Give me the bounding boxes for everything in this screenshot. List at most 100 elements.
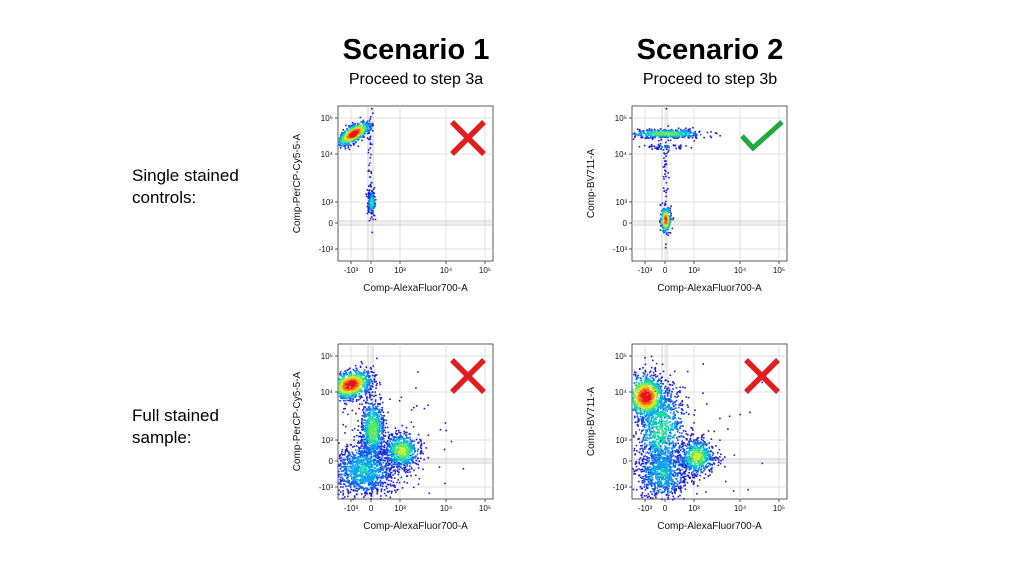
event-dot <box>378 441 380 444</box>
event-dot <box>398 439 400 442</box>
event-dot <box>358 373 361 376</box>
event-dot <box>351 140 354 143</box>
event-dot <box>382 420 385 423</box>
event-dot <box>401 424 403 427</box>
event-dot <box>340 391 343 394</box>
event-dot <box>662 175 665 178</box>
event-dot <box>361 403 363 405</box>
event-dot <box>344 463 346 465</box>
y-axis-title: Comp-PerCP-Cy5-5-A <box>292 371 303 471</box>
event-dot <box>415 387 417 389</box>
event-dot <box>368 164 370 167</box>
event-dot <box>347 368 350 371</box>
event-dot <box>370 460 373 463</box>
scenario-2-title: Scenario 2 <box>636 34 784 66</box>
event-dot <box>367 170 369 173</box>
event-dot <box>667 211 669 214</box>
event-dot <box>362 442 365 444</box>
event-dot <box>354 474 356 477</box>
event-dot <box>345 448 347 451</box>
event-dot <box>640 132 643 135</box>
event-dot <box>387 454 390 456</box>
event-dot <box>370 444 373 446</box>
event-dot <box>378 393 381 396</box>
event-dot <box>371 445 374 448</box>
event-dot <box>354 133 356 136</box>
event-dot <box>373 446 375 448</box>
event-dot <box>358 465 360 467</box>
event-dot <box>380 411 382 413</box>
event-dot <box>368 466 371 469</box>
event-dot <box>379 477 381 479</box>
event-dot <box>343 461 346 464</box>
event-dot <box>377 469 379 471</box>
event-dot <box>364 475 366 478</box>
event-dot <box>634 373 637 376</box>
event-dot <box>343 480 346 482</box>
event-dot <box>386 452 388 455</box>
event-dot <box>357 467 360 469</box>
event-dot <box>670 205 672 207</box>
event-dot <box>389 458 392 461</box>
event-dot <box>374 487 377 490</box>
event-dot <box>663 212 666 214</box>
event-dot <box>340 470 343 473</box>
event-dot <box>398 399 401 402</box>
event-dot <box>370 208 373 211</box>
event-dot <box>368 475 371 477</box>
y-tick-label: -10³ <box>319 483 334 492</box>
event-dot <box>343 140 345 143</box>
event-dot <box>346 457 349 460</box>
event-dot <box>357 470 360 472</box>
event-dot <box>395 433 398 436</box>
event-dot <box>383 475 385 477</box>
event-dot <box>367 432 370 434</box>
event-dot <box>365 408 368 410</box>
event-dot <box>371 470 373 472</box>
event-dot <box>371 428 373 430</box>
event-dot <box>390 466 392 469</box>
event-dot <box>346 456 349 459</box>
event-dot <box>354 395 356 398</box>
event-dot <box>372 459 375 462</box>
event-dot <box>365 410 367 412</box>
event-dot <box>365 384 367 387</box>
event-dot <box>368 453 370 455</box>
event-dot <box>404 450 406 452</box>
event-dot <box>420 445 422 447</box>
event-dot <box>364 378 367 380</box>
event-dot <box>398 445 400 447</box>
event-dot <box>347 474 349 477</box>
event-dot <box>375 416 377 419</box>
event-dot <box>347 145 350 147</box>
event-dot <box>365 375 367 378</box>
event-dot <box>374 474 376 477</box>
event-dot <box>396 481 398 484</box>
event-dot <box>390 492 393 494</box>
event-dot <box>372 415 375 417</box>
event-dot <box>339 141 342 144</box>
event-dot <box>368 192 371 194</box>
y-tick-label: 10⁵ <box>321 352 333 361</box>
event-dot <box>710 131 712 133</box>
event-dot <box>372 483 375 485</box>
event-dot <box>369 424 372 427</box>
event-dot <box>350 474 352 477</box>
event-dot <box>339 396 342 399</box>
event-dot <box>363 390 366 392</box>
event-dot <box>376 408 379 410</box>
event-dot <box>400 459 402 461</box>
event-dot <box>368 219 371 222</box>
event-dot <box>365 456 367 459</box>
event-dot <box>368 437 371 440</box>
event-dot <box>384 435 387 437</box>
event-dot <box>351 471 353 473</box>
event-dot <box>369 162 371 164</box>
event-dot <box>671 133 674 135</box>
event-dot <box>373 467 376 469</box>
event-dot <box>338 140 341 142</box>
event-dot <box>364 425 367 427</box>
event-dot <box>672 133 675 135</box>
event-dot <box>350 390 352 392</box>
event-dot <box>345 467 348 469</box>
